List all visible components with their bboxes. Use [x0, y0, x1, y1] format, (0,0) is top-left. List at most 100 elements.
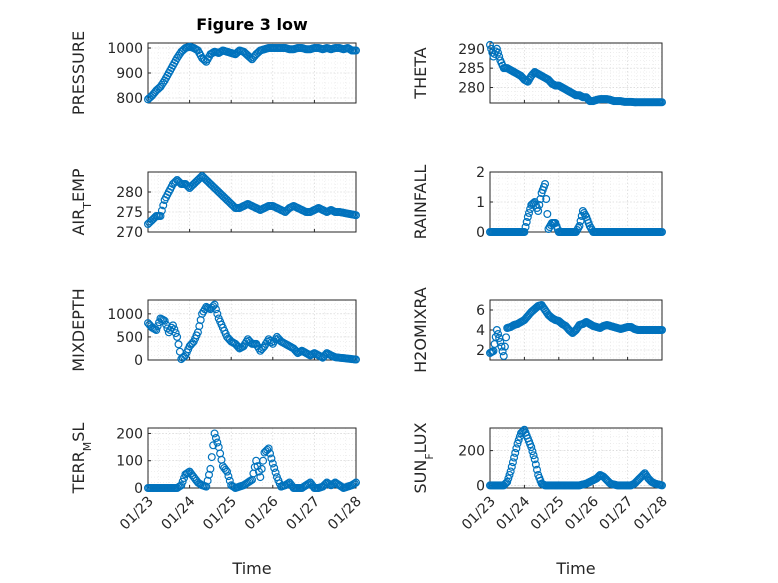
data-point	[173, 332, 182, 341]
data-point	[497, 342, 506, 351]
x-tick-label: 01/24	[493, 493, 533, 533]
subplot-1: 800 900 1000 PRESSURE Figure 3 low	[69, 15, 361, 115]
data-point	[157, 206, 166, 215]
data-point	[513, 439, 522, 448]
data-point	[213, 309, 222, 318]
data-point	[527, 443, 536, 452]
y-tick-label: 280	[116, 185, 143, 201]
data-point	[512, 444, 521, 453]
x-tick-label: 01/28	[631, 494, 671, 534]
y-axis-label-rest: SL	[69, 423, 88, 442]
y-axis-label-subscript: M	[81, 442, 94, 452]
data-point	[566, 327, 575, 336]
data-point	[160, 316, 169, 325]
data-point	[533, 465, 542, 474]
data-point	[153, 322, 162, 331]
data-point	[503, 477, 512, 486]
data-point	[205, 470, 214, 479]
subplot-7: 0 100 200 01/23 01/24 01/25 01/26 01/27 01/28 TER…	[69, 423, 365, 578]
y-tick-label: 270	[116, 225, 143, 241]
data-point	[520, 228, 529, 237]
y-tick-label: 285	[458, 61, 485, 77]
data-point	[257, 464, 266, 473]
data-point	[521, 223, 530, 232]
y-tick-label: 0	[134, 481, 143, 497]
data-point	[268, 459, 277, 468]
data-series	[486, 301, 666, 361]
data-point	[508, 458, 517, 467]
data-point	[530, 455, 539, 464]
data-point	[253, 462, 262, 471]
y-tick-label: 2	[476, 343, 485, 359]
data-point	[657, 98, 666, 107]
data-series	[486, 180, 666, 237]
data-point	[500, 342, 509, 351]
x-tick-label: 01/28	[325, 494, 365, 534]
data-point	[350, 479, 359, 488]
data-point	[543, 210, 552, 219]
y-tick-label: 275	[116, 205, 143, 221]
y-tick-label: 1	[476, 195, 485, 211]
data-point	[510, 453, 519, 462]
data-point	[174, 340, 183, 349]
chart-title: Figure 3 low	[196, 15, 308, 34]
data-point	[246, 476, 255, 485]
data-point	[264, 444, 273, 453]
subplot-6: 2 4 6 H2OMIXRA	[411, 287, 666, 373]
data-point	[211, 434, 220, 443]
data-point	[492, 44, 501, 53]
data-point	[352, 355, 361, 364]
data-point	[159, 201, 168, 210]
y-tick-label: 4	[476, 323, 485, 339]
data-series	[486, 40, 666, 107]
data-point	[657, 228, 666, 237]
y-tick-label: 0	[476, 225, 485, 241]
data-point	[505, 470, 514, 479]
data-series	[144, 172, 361, 229]
data-point	[168, 321, 177, 330]
data-point	[494, 330, 503, 339]
data-point	[352, 478, 361, 487]
data-point	[567, 328, 576, 337]
y-tick-label: 280	[458, 81, 485, 97]
data-series	[144, 42, 361, 104]
y-tick-label: 2	[476, 165, 485, 181]
data-point	[266, 449, 275, 458]
y-tick-label: 0	[476, 478, 485, 494]
data-point	[507, 462, 516, 471]
data-point	[210, 429, 219, 438]
y-tick-label: 500	[116, 330, 143, 346]
subplot-4: 0 1 2 RAINFALL	[411, 165, 666, 241]
data-point	[575, 222, 584, 231]
data-point	[213, 438, 222, 447]
data-point	[528, 447, 537, 456]
data-point	[657, 326, 666, 335]
data-point	[178, 477, 187, 486]
x-tick-label: 01/26	[562, 493, 602, 533]
x-tick-label: 01/26	[242, 493, 282, 533]
data-point	[541, 180, 550, 189]
data-point	[536, 195, 545, 204]
data-point	[267, 454, 276, 463]
y-axis-label: H2OMIXRA	[411, 287, 430, 373]
data-point	[486, 40, 495, 49]
data-point	[535, 201, 544, 210]
data-point	[210, 300, 219, 309]
x-axis-label: Time	[555, 559, 595, 578]
axes-frame	[147, 427, 357, 489]
data-series	[486, 425, 666, 490]
subplot-5: 0 500 1000 MIXDEPTH	[69, 288, 361, 372]
data-point	[170, 325, 179, 334]
data-point	[523, 213, 532, 222]
data-point	[352, 211, 361, 220]
data-point	[502, 333, 511, 342]
subplot-2: 280 285 290 THETA	[411, 40, 666, 107]
y-axis-label-subscript: F	[423, 453, 436, 459]
data-point	[221, 465, 230, 474]
data-point	[534, 207, 543, 216]
y-axis-label-main: TERR	[69, 451, 88, 494]
y-tick-label: 1000	[107, 41, 143, 57]
x-tick-label: 01/27	[283, 494, 323, 534]
